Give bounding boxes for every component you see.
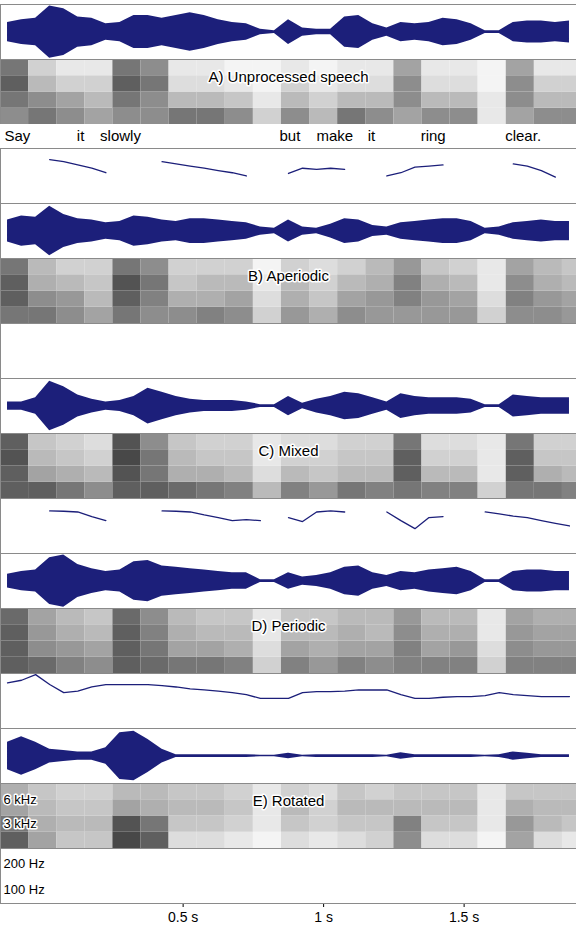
svg-text:Say: Say (4, 127, 30, 144)
svg-text:slowly: slowly (100, 127, 141, 144)
svg-text:3 kHz: 3 kHz (4, 816, 37, 831)
svg-text:clear.: clear. (505, 127, 541, 144)
svg-text:but: but (279, 127, 301, 144)
svg-text:0.5 s: 0.5 s (168, 909, 198, 925)
svg-text:E) Rotated: E) Rotated (253, 792, 325, 809)
svg-text:A) Unprocessed speech: A) Unprocessed speech (208, 68, 368, 85)
svg-text:6 kHz: 6 kHz (4, 792, 37, 807)
svg-text:100 Hz: 100 Hz (4, 882, 45, 897)
svg-text:C) Mixed: C) Mixed (258, 442, 318, 459)
svg-text:it: it (368, 127, 376, 144)
svg-text:200 Hz: 200 Hz (4, 856, 45, 871)
svg-text:it: it (77, 127, 85, 144)
svg-text:B) Aperiodic: B) Aperiodic (248, 267, 329, 284)
svg-text:1 s: 1 s (314, 909, 333, 925)
svg-text:make: make (317, 127, 354, 144)
svg-text:D) Periodic: D) Periodic (251, 617, 326, 634)
svg-text:1.5 s: 1.5 s (449, 909, 479, 925)
svg-text:ring: ring (421, 127, 446, 144)
